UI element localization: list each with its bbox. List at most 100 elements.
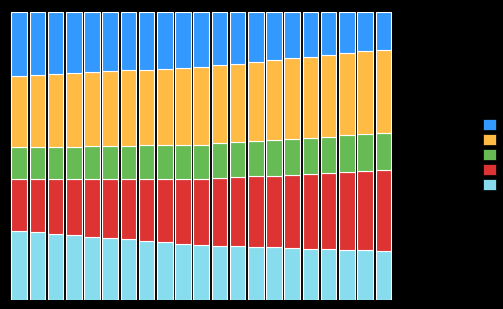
Bar [285,12,300,58]
Bar [212,143,227,178]
Bar [103,71,118,146]
Bar [357,171,373,250]
Bar [266,12,282,60]
Bar [12,147,27,179]
Bar [121,12,136,70]
Bar [30,12,45,75]
Bar [175,244,191,300]
Bar [194,12,209,67]
Bar [30,75,45,147]
Bar [157,242,173,300]
Bar [212,65,227,143]
Bar [339,53,355,135]
Bar [194,179,209,245]
Bar [121,179,136,239]
Bar [48,179,63,234]
Bar [321,55,337,137]
Bar [248,62,264,141]
Bar [230,64,245,142]
Bar [12,231,27,300]
Bar [230,142,245,177]
Bar [157,12,173,69]
Bar [248,12,264,62]
Bar [285,175,300,248]
Bar [103,179,118,238]
Bar [121,146,136,179]
Bar [212,12,227,65]
Bar [357,134,373,171]
Bar [376,251,391,300]
Bar [376,133,391,170]
Bar [66,235,81,300]
Bar [103,238,118,300]
Bar [376,170,391,251]
Bar [12,76,27,147]
Bar [230,177,245,246]
Bar [84,72,100,146]
Bar [285,139,300,175]
Bar [285,248,300,300]
Bar [103,12,118,71]
Bar [230,246,245,300]
Bar [30,232,45,300]
Bar [339,250,355,300]
Bar [84,12,100,72]
Bar [266,176,282,248]
Bar [175,12,191,68]
Bar [212,246,227,300]
Bar [285,58,300,139]
Bar [357,250,373,300]
Bar [376,50,391,133]
Bar [139,12,154,70]
Bar [48,74,63,147]
Bar [303,57,318,138]
Bar [194,145,209,179]
Bar [12,179,27,231]
Bar [175,179,191,244]
Bar [157,69,173,145]
Bar [248,176,264,247]
Bar [157,145,173,179]
Bar [175,68,191,145]
Bar [103,146,118,179]
Bar [121,239,136,300]
Bar [12,12,27,76]
Bar [48,12,63,74]
Bar [139,241,154,300]
Bar [30,147,45,179]
Bar [266,248,282,300]
Bar [303,248,318,300]
Bar [48,234,63,300]
Bar [339,135,355,172]
Bar [321,137,337,173]
Bar [230,12,245,64]
Bar [321,12,337,55]
Bar [339,12,355,53]
Bar [139,179,154,241]
Bar [248,247,264,300]
Bar [376,12,391,50]
Bar [194,67,209,145]
Bar [66,179,81,235]
Bar [248,141,264,176]
Bar [303,12,318,57]
Bar [84,179,100,236]
Bar [84,146,100,179]
Bar [357,51,373,134]
Bar [194,245,209,300]
Bar [321,173,337,249]
Bar [266,140,282,176]
Bar [121,70,136,146]
Bar [66,73,81,146]
Legend: , , , , : , , , , [482,119,498,190]
Bar [66,146,81,179]
Bar [339,172,355,250]
Bar [66,12,81,73]
Bar [266,60,282,140]
Bar [212,178,227,246]
Bar [303,138,318,174]
Bar [84,236,100,300]
Bar [175,145,191,179]
Bar [303,174,318,248]
Bar [157,179,173,242]
